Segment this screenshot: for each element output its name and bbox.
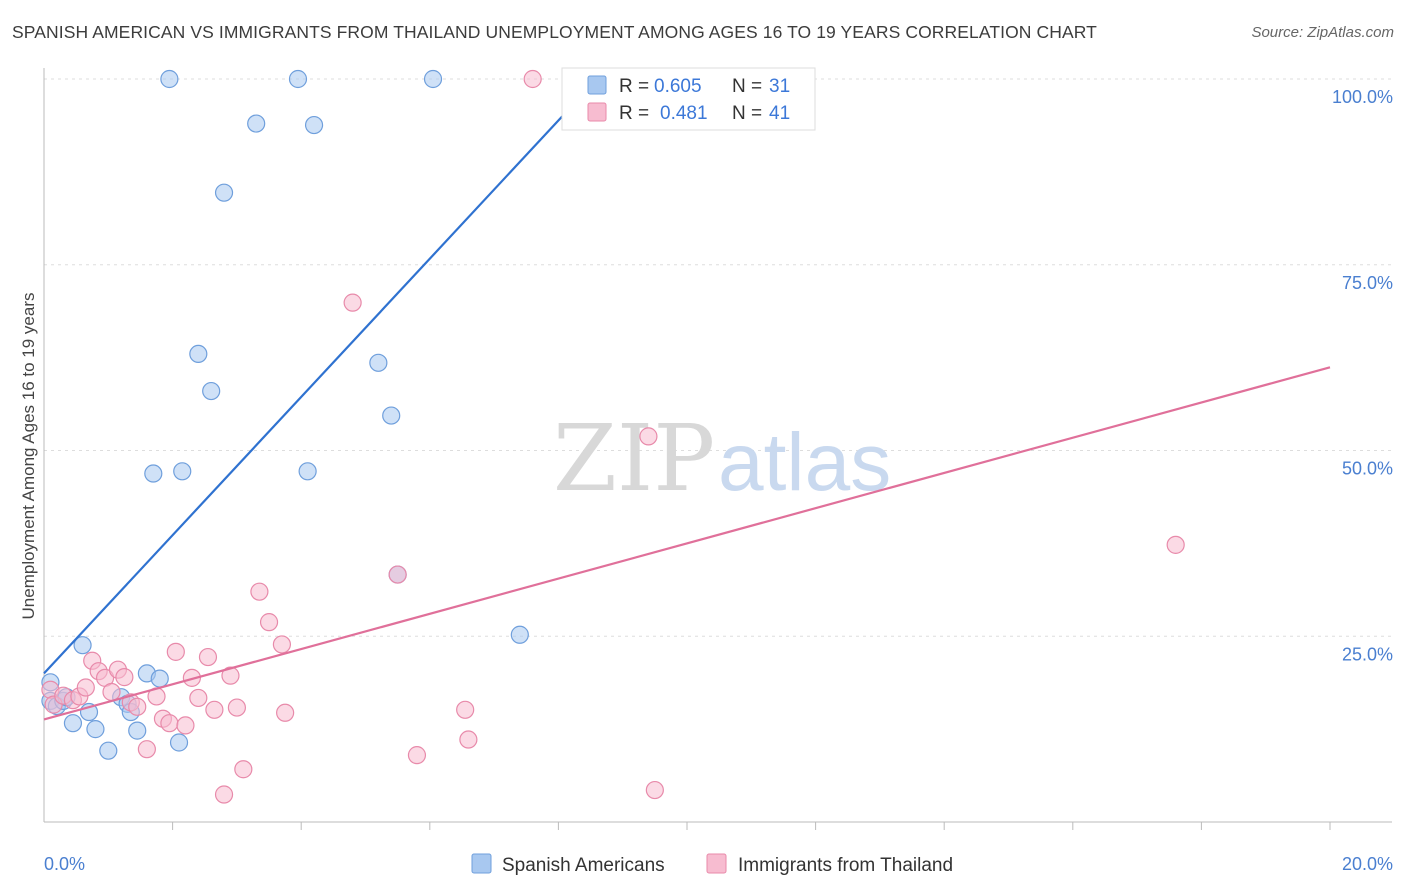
series-1-point-33 — [388, 565, 407, 584]
trend-line-series-0 — [43, 78, 598, 675]
series-1-point-19 — [176, 716, 195, 735]
series-1-point-39 — [645, 780, 664, 800]
stats-legend: R = 0.605 N = 31 R = 0.481 N = 41 — [561, 67, 816, 131]
y-tick-label-3: 25.0% — [1342, 644, 1393, 664]
series-1-point-29 — [259, 613, 279, 632]
series-0-point-31 — [510, 625, 529, 644]
series-0-point-13 — [128, 721, 147, 740]
x-tick-label-1: 20.0% — [1342, 854, 1393, 874]
series-1-point-9 — [102, 682, 121, 702]
series-0-point-24 — [288, 69, 308, 89]
series-1-point-26 — [227, 698, 246, 717]
series-1-point-5 — [76, 678, 95, 697]
legend-n-value-1: 31 — [769, 76, 790, 97]
series-0-point-21 — [202, 381, 221, 401]
y-tick-labels: 100.0% 75.0% 50.0% 25.0% — [1332, 87, 1393, 664]
series-1-point-11 — [115, 668, 134, 687]
legend-n-label-1: N = — [732, 76, 762, 97]
trend-lines — [43, 78, 1331, 721]
series-0-point-9 — [99, 741, 118, 760]
x-ticks — [172, 822, 1331, 830]
legend-r-label-2: R = — [619, 103, 649, 124]
y-tick-label-2: 50.0% — [1342, 459, 1393, 479]
y-tick-label-0: 100.0% — [1332, 87, 1393, 107]
source-label: Source: ZipAtlas.com — [1251, 24, 1394, 41]
series-1-point-37 — [523, 69, 542, 89]
series-0-point-26 — [304, 115, 324, 135]
series-1-point-32 — [343, 293, 362, 312]
series-1-point-14 — [137, 740, 156, 759]
series-1-point-30 — [272, 635, 292, 654]
trend-line-series-1 — [43, 366, 1331, 721]
series-0-point-28 — [382, 406, 401, 425]
series-0-point-15 — [144, 464, 163, 483]
legend-n-value-2: 41 — [769, 103, 790, 124]
series-1-point-31 — [276, 703, 295, 722]
series-1-point-36 — [459, 730, 478, 749]
series-0-point-20 — [189, 344, 208, 364]
series-0-point-27 — [369, 353, 388, 372]
series-0-point-6 — [73, 636, 92, 655]
series-1-points — [41, 69, 1185, 804]
series-1-point-28 — [250, 582, 269, 601]
x-tick-label-0: 0.0% — [44, 854, 85, 874]
legend-n-label-2: N = — [732, 103, 762, 124]
series-1-point-38 — [639, 427, 658, 446]
series-0-point-16 — [150, 669, 169, 688]
legend-r-label-1: R = — [619, 76, 649, 97]
series-0-point-30 — [423, 69, 443, 89]
bottom-legend-label-immigrants-from-thailand: Immigrants from Thailand — [738, 855, 953, 876]
series-1-point-13 — [128, 697, 147, 716]
watermark-zip: ZIP — [553, 405, 715, 512]
series-0-point-25 — [298, 462, 317, 481]
watermark: ZIP atlas — [553, 405, 891, 512]
series-1-point-21 — [189, 688, 208, 708]
chart-title: SPANISH AMERICAN VS IMMIGRANTS FROM THAI… — [12, 22, 1097, 42]
series-0-point-22 — [214, 183, 234, 202]
series-1-point-25 — [221, 666, 240, 685]
series-0-point-18 — [169, 733, 189, 752]
bottom-legend-swatch-immigrants-from-thailand — [706, 853, 727, 874]
series-1-point-24 — [214, 785, 234, 804]
series-0-point-8 — [86, 720, 105, 739]
legend-r-value-1: 0.605 — [654, 76, 702, 97]
series-1-point-22 — [198, 647, 218, 667]
series-1-point-34 — [407, 746, 427, 765]
y-axis-title: Unemployment Among Ages 16 to 19 years — [19, 293, 38, 620]
series-1-point-17 — [160, 714, 179, 733]
bottom-legend-label-spanish-americans: Spanish Americans — [502, 855, 665, 876]
series-1-point-18 — [166, 642, 185, 661]
series-0-point-5 — [63, 714, 83, 733]
watermark-atlas: atlas — [718, 417, 891, 508]
series-0-point-17 — [160, 69, 179, 89]
series-0-point-19 — [173, 462, 192, 481]
gridlines — [44, 78, 1392, 637]
y-tick-label-1: 75.0% — [1342, 273, 1393, 293]
series-legend: Spanish Americans Immigrants from Thaila… — [471, 853, 953, 876]
series-points — [41, 69, 1185, 804]
x-tick-labels: 0.0% 20.0% — [44, 854, 1393, 874]
legend-r-value-2: 0.481 — [660, 103, 708, 124]
legend-swatch-immigrants-from-thailand — [587, 102, 607, 122]
series-1-point-27 — [234, 760, 253, 779]
series-1-point-35 — [456, 700, 475, 719]
series-0-point-23 — [247, 114, 266, 133]
series-1-point-23 — [205, 700, 224, 719]
legend-swatch-spanish-americans — [587, 75, 607, 95]
bottom-legend-swatch-spanish-americans — [471, 853, 492, 874]
series-1-point-40 — [1166, 535, 1185, 554]
